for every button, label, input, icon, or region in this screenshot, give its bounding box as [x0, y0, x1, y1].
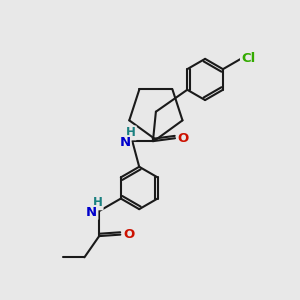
Text: H: H	[126, 126, 136, 140]
Text: O: O	[123, 228, 134, 241]
Text: O: O	[178, 132, 189, 145]
Text: N: N	[86, 206, 98, 219]
Text: H: H	[93, 196, 103, 209]
Text: Cl: Cl	[241, 52, 255, 65]
Text: N: N	[119, 136, 130, 149]
